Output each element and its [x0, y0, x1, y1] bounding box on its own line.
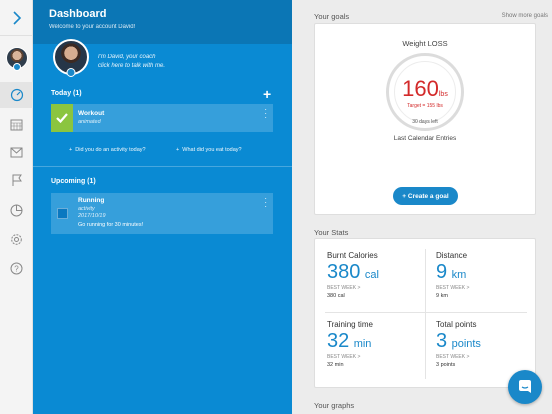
avatar-badge — [13, 63, 21, 71]
stat-distance: Distance 9 km BEST WEEK > 9 km — [424, 239, 533, 301]
dashboard-icon — [10, 88, 23, 102]
stat-value: 32 min — [327, 330, 371, 353]
add-entry-button[interactable]: + — [263, 86, 272, 102]
card-title: Running — [78, 197, 105, 204]
gauge-inner — [394, 61, 456, 123]
best-week-value: 32 min — [327, 362, 344, 368]
nav-settings[interactable] — [0, 226, 33, 252]
log-meal-link[interactable]: + What did you eat today? — [176, 147, 242, 153]
stat-unit: cal — [364, 269, 379, 281]
create-goal-button[interactable]: + Create a goal — [393, 187, 458, 205]
divider — [33, 166, 292, 167]
stat-total-points: Total points 3 points BEST WEEK > 3 poin… — [424, 308, 533, 370]
goals-label: Your goals — [314, 12, 350, 21]
best-week-link[interactable]: BEST WEEK > — [436, 285, 470, 291]
stat-number: 32 — [327, 330, 350, 352]
stat-name: Burnt Calories — [327, 251, 378, 260]
gear-icon — [11, 233, 22, 245]
best-week-value: 3 points — [436, 362, 456, 368]
checkbox-icon — [56, 208, 68, 219]
stat-unit: km — [451, 269, 467, 281]
dashboard-panel: Dashboard Welcome to your account David!… — [33, 0, 292, 414]
goal-title: Weight LOSS — [402, 39, 448, 48]
card-date: 2017/10/19 — [78, 213, 106, 219]
best-week-link[interactable]: BEST WEEK > — [327, 354, 361, 360]
card-note: Go running for 30 minutes! — [78, 222, 144, 228]
show-more-goals-link[interactable]: Show more goals — [501, 13, 548, 19]
best-week-value: 9 km — [436, 293, 448, 299]
stat-number: 380 — [327, 261, 361, 283]
stat-value: 380 cal — [327, 261, 379, 284]
sidebar-rail: ? — [0, 0, 33, 414]
today-title: Today (1) — [51, 90, 82, 97]
best-week-value: 380 cal — [327, 293, 345, 299]
goal-value-unit: lbs — [438, 91, 448, 98]
goal-value: 160lbs — [389, 76, 461, 102]
pie-chart-icon — [10, 204, 23, 216]
stat-name: Distance — [436, 251, 468, 260]
card-type: activity — [78, 206, 95, 212]
goal-card: Weight LOSS 160lbs Target = 155 lbs 30 d… — [314, 23, 536, 215]
coach-avatar[interactable] — [53, 39, 89, 77]
flag-icon — [12, 174, 22, 186]
nav-goals[interactable] — [0, 167, 33, 193]
card-title: Workout — [78, 110, 105, 117]
coach-badge — [66, 68, 76, 77]
goal-value-number: 160 — [402, 76, 439, 101]
stat-name: Total points — [436, 320, 477, 329]
nav-stats[interactable] — [0, 197, 33, 223]
stat-burnt-calories: Burnt Calories 380 cal BEST WEEK > 380 c… — [315, 239, 424, 301]
best-week-link[interactable]: BEST WEEK > — [436, 354, 470, 360]
goal-target: Target = 155 lbs — [407, 103, 443, 109]
page-title: Dashboard — [49, 8, 107, 20]
nav-calendar[interactable] — [0, 111, 33, 137]
stats-horizontal-divider — [325, 312, 527, 313]
coach-message[interactable]: I'm David, your coach click here to talk… — [98, 53, 165, 71]
check-icon — [56, 113, 68, 123]
completed-check[interactable] — [51, 104, 73, 132]
graphs-label: Your graphs — [314, 401, 355, 410]
more-options-icon[interactable]: · · · — [264, 105, 267, 122]
log-activity-label: Did you do an activity today? — [75, 147, 146, 153]
nav-help[interactable]: ? — [0, 255, 33, 281]
coach-line-2: click here to talk with me. — [98, 63, 166, 69]
chat-icon — [519, 380, 531, 393]
stat-unit: min — [353, 338, 372, 350]
card-subtitle: animated — [78, 119, 101, 125]
stat-value: 3 points — [436, 330, 481, 353]
best-week-link[interactable]: BEST WEEK > — [327, 285, 361, 291]
coach-line-1: I'm David, your coach — [98, 54, 156, 60]
stat-name: Training time — [327, 320, 373, 329]
stats-label: Your Stats — [314, 228, 349, 237]
log-activity-link[interactable]: + Did you do an activity today? — [69, 147, 146, 153]
upcoming-title: Upcoming (1) — [51, 178, 96, 185]
today-card-workout[interactable]: Workout animated · · · — [51, 104, 273, 132]
mail-icon — [10, 147, 23, 157]
stat-number: 3 — [436, 330, 448, 352]
welcome-text: Welcome to your account David! — [49, 24, 136, 30]
todo-checkbox[interactable] — [51, 193, 73, 234]
stat-value: 9 km — [436, 261, 466, 284]
expand-sidebar-button[interactable] — [0, 0, 33, 36]
help-icon: ? — [10, 262, 23, 274]
chat-launcher-button[interactable] — [508, 370, 542, 404]
chevron-right-icon — [12, 10, 21, 25]
log-meal-label: What did you eat today? — [182, 147, 242, 153]
svg-text:?: ? — [14, 264, 19, 273]
stat-unit: points — [451, 338, 481, 350]
nav-messages[interactable] — [0, 139, 33, 165]
nav-dashboard[interactable] — [0, 82, 33, 108]
last-calendar-entries: Last Calendar Entries — [393, 135, 457, 142]
user-avatar[interactable] — [6, 47, 28, 71]
upcoming-card-running[interactable]: Running activity 2017/10/19 Go running f… — [51, 193, 273, 234]
calendar-icon — [10, 119, 23, 130]
stat-training-time: Training time 32 min BEST WEEK > 32 min — [315, 308, 424, 370]
stat-number: 9 — [436, 261, 448, 283]
stats-card: Burnt Calories 380 cal BEST WEEK > 380 c… — [314, 238, 536, 388]
dashboard-header: Dashboard Welcome to your account David! — [33, 0, 292, 44]
more-options-icon[interactable]: · · · — [264, 194, 267, 211]
goal-days-left: 30 days left — [412, 119, 438, 125]
goal-gauge: 160lbs Target = 155 lbs 30 days left — [386, 53, 464, 131]
stats-vertical-divider — [425, 249, 426, 379]
